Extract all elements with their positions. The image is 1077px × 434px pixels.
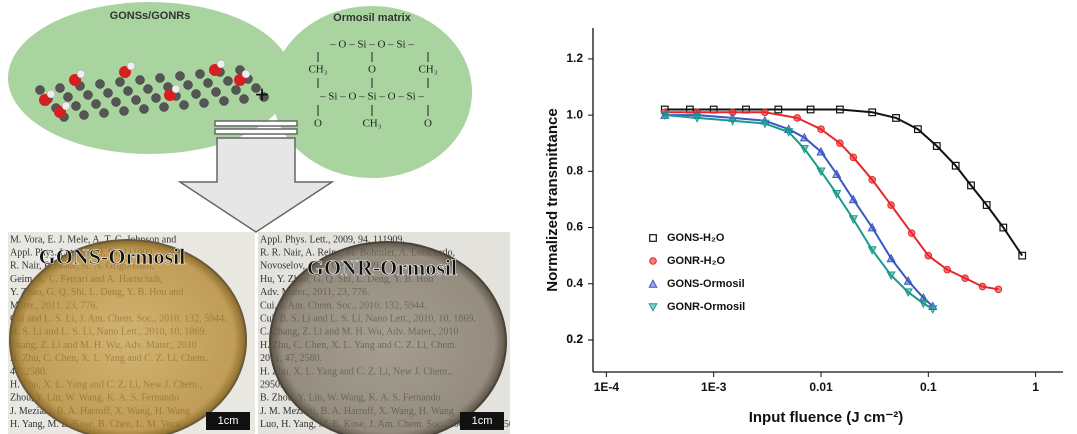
bubble-title: GONSs/GONRs	[110, 10, 191, 22]
x-tick-label: 1E-3	[701, 380, 727, 394]
legend-label: GONR-H₂O	[667, 255, 725, 267]
figure: GONSs/GONRs Ormosil matrix – O – Si – O …	[0, 0, 1077, 434]
structure-text: – Si – O – Si – O – Si –	[319, 91, 424, 103]
hydrogen-atom	[242, 70, 250, 78]
hydrogen-atom	[47, 90, 55, 98]
data-point	[962, 275, 969, 282]
carbon-atom	[212, 88, 221, 97]
carbon-atom	[96, 80, 105, 89]
carbon-atom	[116, 78, 125, 87]
carbon-atom	[196, 70, 205, 79]
legend-marker	[649, 304, 657, 311]
data-point	[869, 176, 876, 183]
x-tick-label: 0.1	[920, 380, 937, 394]
carbon-atom	[232, 86, 241, 95]
data-point	[850, 154, 857, 161]
carbon-atom	[64, 93, 73, 102]
carbon-atom	[112, 98, 121, 107]
carbon-atom	[92, 100, 101, 109]
carbon-atom	[140, 105, 149, 114]
scale-bar-label: 1cm	[218, 415, 239, 427]
y-tick-label: 0.8	[566, 164, 583, 178]
hydrogen-atom	[77, 70, 85, 78]
carbon-atom	[184, 81, 193, 90]
data-point	[995, 286, 1002, 293]
data-point	[888, 202, 895, 209]
hydrogen-atom	[62, 102, 70, 110]
y-tick-label: 1.2	[566, 51, 583, 65]
carbon-atom	[220, 97, 229, 106]
photo-label: GONS-Ormosil	[39, 244, 186, 269]
x-tick-label: 1	[1032, 380, 1039, 394]
y-tick-label: 1.0	[566, 107, 583, 121]
carbon-atom	[180, 101, 189, 110]
carbon-atom	[132, 96, 141, 105]
data-point	[944, 266, 951, 273]
carbon-atom	[84, 91, 93, 100]
data-point	[818, 126, 825, 133]
carbon-atom	[100, 109, 109, 118]
structure-text: O	[424, 118, 432, 130]
y-tick-label: 0.6	[566, 220, 583, 234]
data-point	[925, 252, 932, 259]
carbon-atom	[120, 107, 129, 116]
carbon-atom	[224, 77, 233, 86]
legend-marker	[650, 235, 657, 242]
legend-label: GONS-H₂O	[667, 232, 725, 244]
carbon-atom	[176, 72, 185, 81]
carbon-atom	[156, 74, 165, 83]
carbon-atom	[144, 85, 153, 94]
carbon-atom	[152, 94, 161, 103]
hydrogen-atom	[217, 60, 225, 68]
photo-label: GONR-Ormosil	[307, 255, 457, 280]
structure-text: CH₃	[308, 64, 327, 76]
carbon-atom	[136, 76, 145, 85]
data-point	[762, 109, 769, 116]
structure-text: O	[368, 64, 376, 76]
legend-marker	[650, 258, 657, 265]
structure-text: O	[314, 118, 322, 130]
y-tick-label: 0.4	[566, 276, 583, 290]
legend-marker	[649, 280, 657, 287]
chart: Normalized transmittance Input fluence (…	[544, 28, 1063, 426]
carbon-atom	[80, 111, 89, 120]
data-point	[908, 230, 915, 237]
carbon-atom	[204, 79, 213, 88]
legend-label: GONR-Ormosil	[667, 301, 745, 313]
plus-sign: +	[255, 81, 269, 108]
hydrogen-atom	[172, 85, 180, 93]
carbon-atom	[160, 103, 169, 112]
legend-label: GONS-Ormosil	[667, 278, 745, 290]
carbon-atom	[56, 84, 65, 93]
data-point	[801, 134, 809, 141]
scale-bar-label: 1cm	[472, 415, 493, 427]
bubble-title: Ormosil matrix	[333, 12, 412, 24]
carbon-atom	[72, 102, 81, 111]
x-axis-label: Input fluence (J cm⁻²)	[749, 409, 904, 426]
x-tick-label: 0.01	[809, 380, 833, 394]
carbon-atom	[124, 87, 133, 96]
data-point	[979, 283, 986, 290]
carbon-atom	[192, 90, 201, 99]
carbon-atom	[200, 99, 209, 108]
hydrogen-atom	[127, 62, 135, 70]
carbon-atom	[104, 89, 113, 98]
data-point	[794, 115, 801, 122]
carbon-atom	[240, 95, 249, 104]
data-point	[837, 140, 844, 147]
y-axis-label: Normalized transmittance	[544, 108, 561, 291]
y-tick-label: 0.2	[566, 332, 583, 346]
structure-text: CH₃	[362, 118, 381, 130]
structure-text: CH₃	[418, 64, 437, 76]
carbon-atom	[36, 86, 45, 95]
x-tick-label: 1E-4	[594, 380, 620, 394]
structure-text: – O – Si – O – Si –	[329, 39, 414, 51]
